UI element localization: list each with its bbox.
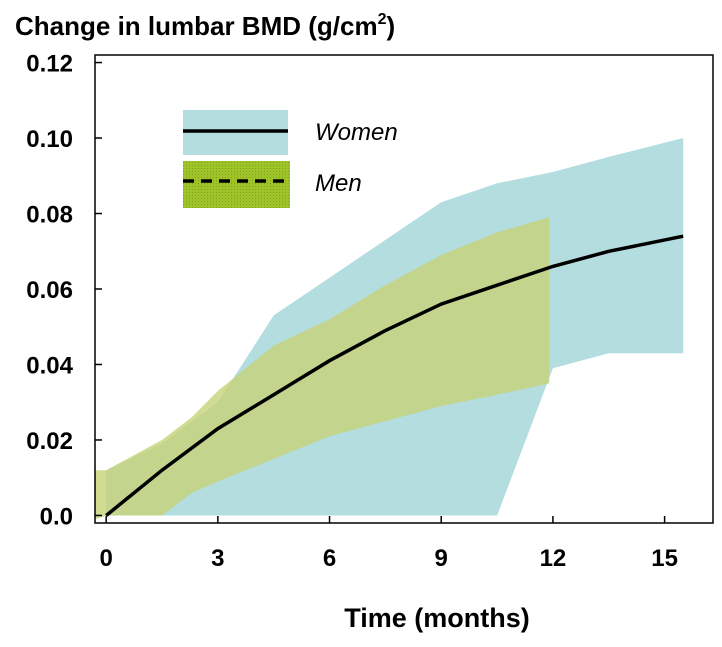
- y-tick-label: 0.12: [26, 51, 73, 78]
- y-tick-label: 0.06: [26, 277, 73, 304]
- y-tick-label: 0.04: [26, 352, 73, 379]
- men-confidence-band: [95, 217, 550, 520]
- axes: 0.0 0.02 0.04 0.06 0.08 0.10 0.12 0 3 6 9 12 15: [26, 51, 714, 572]
- x-tick-label: 12: [540, 545, 567, 572]
- x-axis-label: Time (months): [344, 603, 530, 633]
- x-tick-label: 9: [435, 545, 448, 572]
- y-tick-label: 0.08: [26, 202, 73, 229]
- chart-title-text: Change in lumbar BMD (g/cm2): [15, 11, 395, 41]
- x-tick-label: 6: [323, 545, 336, 572]
- legend-women-label: Women: [315, 119, 398, 146]
- legend-men-label: Men: [315, 170, 362, 197]
- legend-men-swatch: [183, 161, 290, 208]
- plot-area: [95, 138, 684, 520]
- y-tick-label: 0.02: [26, 428, 73, 455]
- legend: Women Men: [183, 110, 398, 208]
- x-tick-label: 3: [211, 545, 224, 572]
- chart-title: Change in lumbar BMD (g/cm2): [15, 11, 395, 41]
- overlap-tint: [95, 217, 550, 520]
- x-tick-label: 0: [99, 545, 112, 572]
- chart-title-main: Change in lumbar BMD (g/cm: [15, 11, 378, 41]
- x-tick-label: 15: [651, 545, 678, 572]
- women-mean-line: [105, 234, 684, 517]
- chart-title-suffix: ): [386, 11, 395, 41]
- chart-title-superscript: 2: [378, 11, 387, 28]
- y-tick-label: 0.0: [40, 503, 73, 530]
- y-tick-label: 0.10: [26, 126, 73, 153]
